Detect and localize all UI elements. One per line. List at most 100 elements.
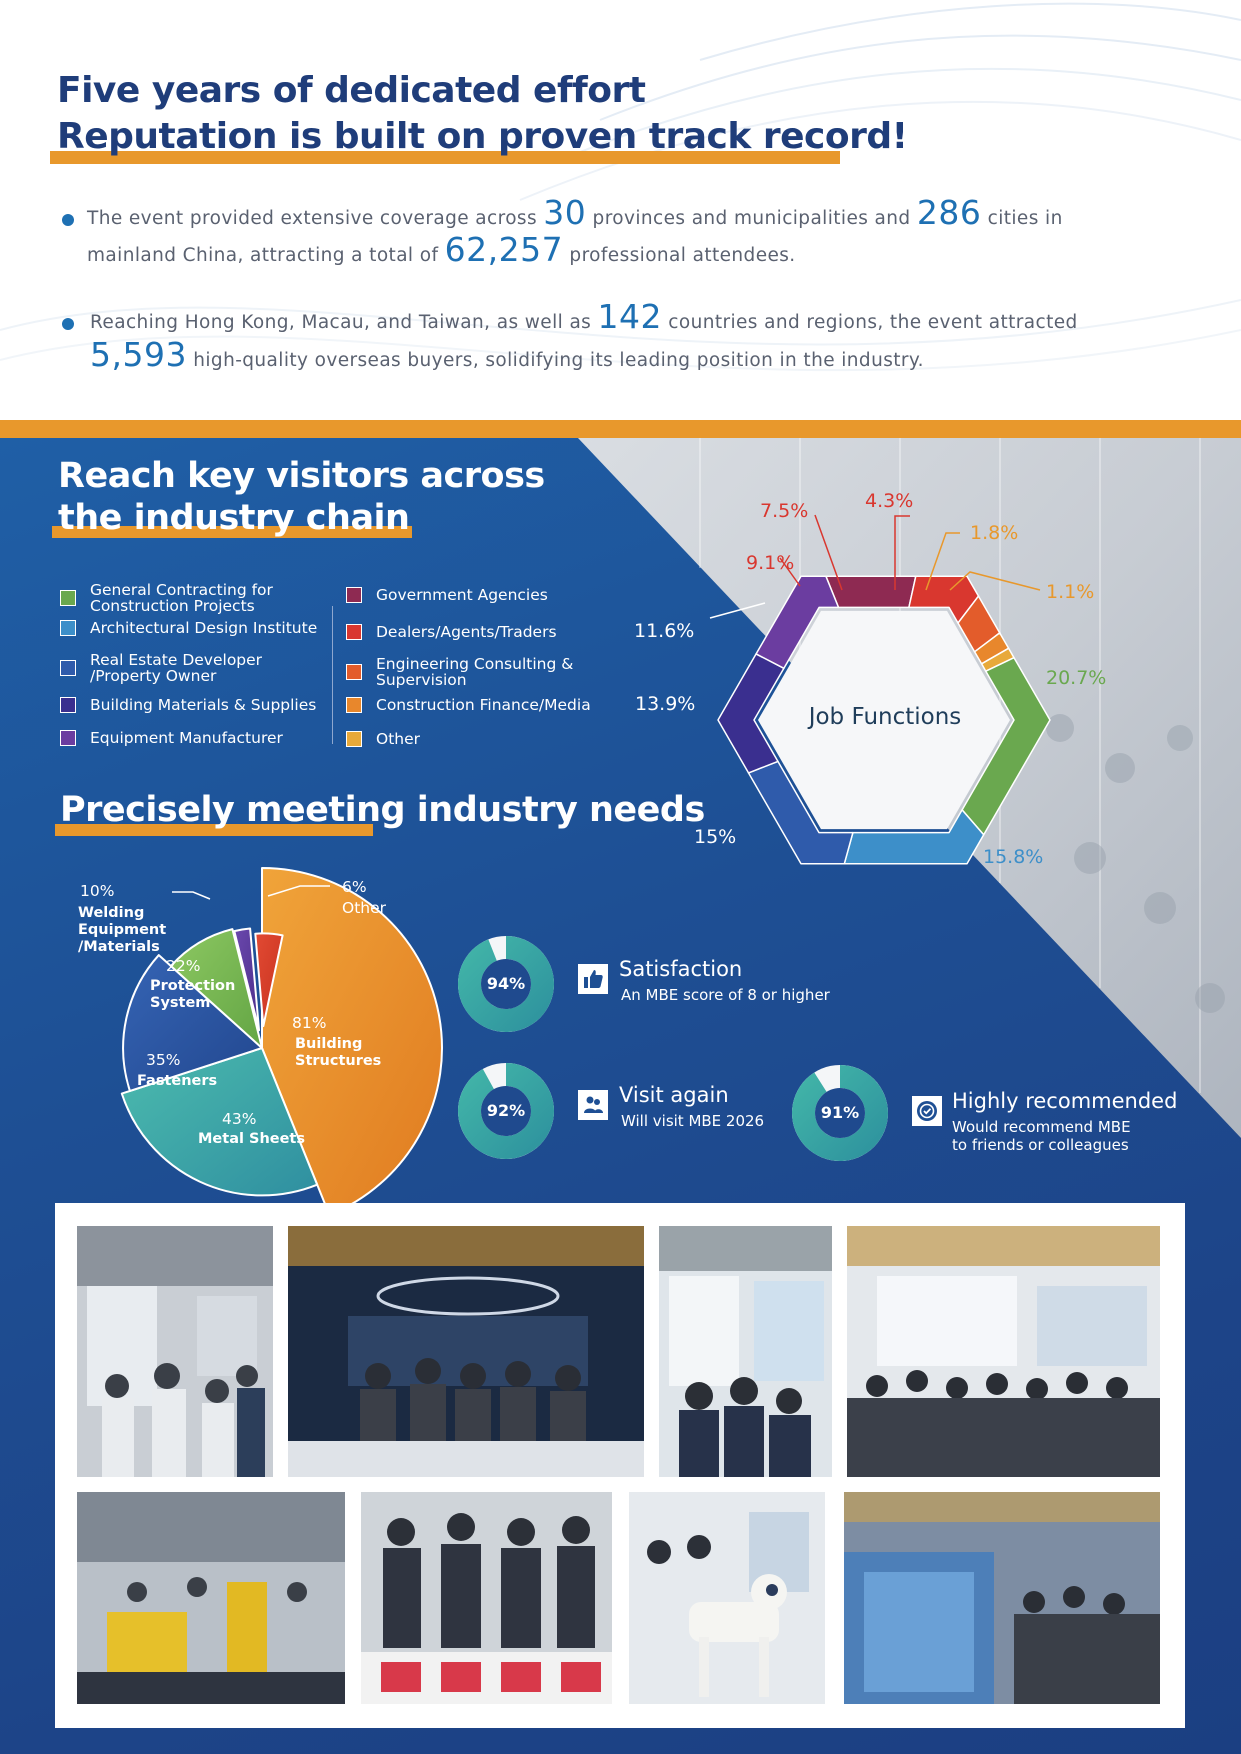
expo-photo <box>361 1492 612 1704</box>
needs-category-label: Protection System <box>150 978 236 1011</box>
provinces-number: 30 <box>543 193 587 232</box>
cities-number: 286 <box>916 193 982 232</box>
text: mainland China, attracting a total of <box>87 245 445 266</box>
expo-photo <box>77 1492 345 1704</box>
donut-center <box>815 1088 865 1138</box>
buyers-number: 5,593 <box>90 335 187 374</box>
job-function-pct-label: 7.5% <box>760 500 809 522</box>
expo-photo <box>629 1492 825 1704</box>
job-function-pct-label: 13.9% <box>635 693 696 715</box>
donut-center <box>481 1086 531 1136</box>
legend-label: Real Estate Developer /Property Owner <box>90 651 263 685</box>
satisfaction-subtitle: An MBE score of 8 or higher <box>621 986 830 1004</box>
legend-item: Real Estate Developer /Property Owner <box>60 652 262 684</box>
legend-swatch <box>60 730 76 746</box>
donut-pct-label: 92% <box>486 1101 526 1120</box>
needs-title: Precisely meeting industry needs <box>60 790 705 830</box>
needs-category-label: Welding Equipment /Materials <box>78 905 167 955</box>
expo-photo <box>847 1226 1160 1477</box>
needs-slice <box>254 932 284 1028</box>
job-function-pct-label: 20.7% <box>1046 667 1107 689</box>
needs-slice <box>261 867 443 1216</box>
legend-label: Dealers/Agents/Traders <box>376 623 557 641</box>
intro-section: Five years of dedicated effort Reputatio… <box>0 0 1241 420</box>
needs-pct-label: 6% <box>342 878 367 896</box>
donut-value-arc <box>458 1063 555 1159</box>
thumbs-up-icon <box>578 964 608 994</box>
legend-label: Engineering Consulting & Supervision <box>376 655 574 689</box>
text: countries and regions, the event attract… <box>662 312 1078 333</box>
legend-label: Architectural Design Institute <box>90 619 318 637</box>
legend-item: Dealers/Agents/Traders <box>346 624 557 640</box>
hex-slice <box>755 575 840 670</box>
needs-slice <box>233 927 261 1032</box>
bullet-dot <box>62 318 74 330</box>
leader-line <box>925 532 960 591</box>
job-function-pct-label: 11.6% <box>634 620 695 642</box>
expo-photo <box>77 1226 273 1477</box>
legend-swatch <box>60 697 76 713</box>
text: cities in <box>981 208 1063 229</box>
leader-line <box>779 557 801 587</box>
leader-line <box>894 515 910 590</box>
coverage-line2: mainland China, attracting a total of 62… <box>87 231 796 274</box>
legend-swatch <box>60 660 76 676</box>
expo-photo <box>844 1492 1160 1704</box>
legend-label: Construction Finance/Media <box>376 696 591 714</box>
overseas-line1: Reaching Hong Kong, Macau, and Taiwan, a… <box>90 298 1078 341</box>
legend-swatch <box>346 664 362 680</box>
text: provinces and municipalities and <box>586 208 917 229</box>
recommend-title: Highly recommended <box>952 1089 1178 1113</box>
page-title-line1: Five years of dedicated effort <box>57 70 646 111</box>
needs-pct-label: 81% <box>292 1014 327 1032</box>
visitors-title-line1: Reach key visitors across <box>58 456 545 496</box>
people-icon <box>578 1090 608 1120</box>
needs-slice <box>169 928 263 1049</box>
needs-category-label: Fasteners <box>137 1073 218 1089</box>
job-functions-chart <box>709 514 1051 865</box>
needs-pct-label: 35% <box>146 1051 181 1069</box>
needs-slice <box>120 1047 319 1197</box>
overseas-line2: 5,593 high-quality overseas buyers, soli… <box>90 336 924 379</box>
legend-divider <box>332 606 333 744</box>
text: high-quality overseas buyers, solidifyin… <box>186 350 924 371</box>
leader-line <box>709 602 766 619</box>
leader-line <box>267 885 330 897</box>
section-divider <box>0 420 1241 438</box>
needs-category-label: Building Structures <box>295 1036 382 1069</box>
job-function-pct-label: 15% <box>694 826 737 848</box>
donut-value-arc <box>457 936 554 1032</box>
legend-label: Government Agencies <box>376 586 548 604</box>
text: Reaching Hong Kong, Macau, and Taiwan, a… <box>90 312 598 333</box>
needs-title-underline <box>55 824 373 836</box>
legend-label: Building Materials & Supplies <box>90 696 317 714</box>
legend-item: Other <box>346 731 420 747</box>
legend-item: Building Materials & Supplies <box>60 697 316 713</box>
visitors-title-line2: the industry chain <box>58 498 410 538</box>
legend-swatch <box>346 624 362 640</box>
job-function-pct-label: 1.8% <box>970 522 1019 544</box>
legend-swatch <box>60 620 76 636</box>
coverage-line1: The event provided extensive coverage ac… <box>87 194 1063 237</box>
needs-slice <box>122 954 263 1092</box>
donut-value-arc <box>791 1065 888 1161</box>
needs-pie-chart <box>120 867 443 1216</box>
job-functions-title: Job Functions <box>808 704 962 730</box>
title-underline <box>50 151 840 164</box>
visit-again-title: Visit again <box>619 1083 729 1107</box>
visitors-title-underline <box>52 526 412 538</box>
job-function-pct-label: 4.3% <box>865 490 914 512</box>
leader-line <box>172 891 211 900</box>
needs-pct-label: 43% <box>222 1110 257 1128</box>
legend-item: Construction Finance/Media <box>346 697 591 713</box>
donut-pct-label: 91% <box>820 1103 860 1122</box>
legend-item: Engineering Consulting & Supervision <box>346 656 573 688</box>
text: The event provided extensive coverage ac… <box>87 208 544 229</box>
legend-swatch <box>60 590 76 606</box>
needs-pct-label: 22% <box>166 957 201 975</box>
satisfaction-title: Satisfaction <box>619 957 743 981</box>
rating-donuts <box>457 936 888 1161</box>
job-function-pct-label: 9.1% <box>746 552 795 574</box>
page-title-line2: Reputation is built on proven track reco… <box>57 116 908 157</box>
leader-line <box>949 571 1041 591</box>
